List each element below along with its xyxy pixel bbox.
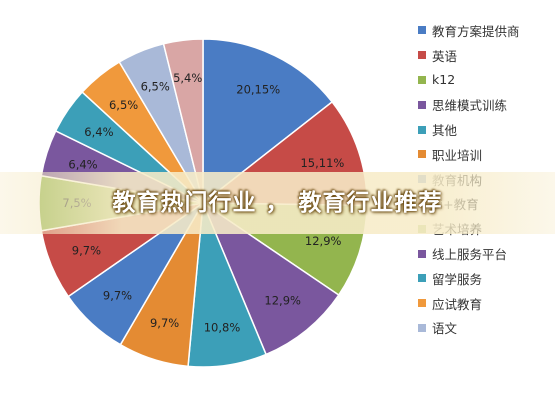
pie-slice-0 [202, 38, 334, 205]
pie-slice-label-12: 6,5% [141, 79, 170, 93]
pie-slice-label-13: 5,4% [173, 71, 202, 85]
pie-slice-label-6: 9,7% [103, 289, 132, 303]
legend-label: 其他 [432, 123, 458, 139]
legend-item-12: 语文 [418, 316, 553, 341]
legend-swatch [418, 75, 426, 84]
pie-slice-label-11: 6,5% [109, 98, 138, 112]
pie-slice-13 [162, 38, 204, 204]
legend-swatch [418, 299, 426, 308]
banner-title: 教育热门行业 ， 教育行业推荐 [112, 190, 443, 216]
legend-item-11: 应试教育 [418, 291, 553, 316]
legend-item-0: 教育方案提供商 [418, 18, 553, 43]
pie-slice-label-4: 10,8% [204, 321, 241, 335]
legend-swatch [418, 323, 426, 332]
legend-item-2: k12 [418, 68, 553, 93]
legend-label: 语文 [432, 321, 458, 337]
legend-label: 英语 [432, 48, 458, 64]
legend-item-4: 其他 [418, 117, 553, 142]
legend-item-1: 英语 [418, 43, 553, 68]
legend-item-3: 思维模式训练 [418, 92, 553, 117]
legend-label: k12 [432, 72, 456, 88]
legend-label: 思维模式训练 [432, 98, 508, 114]
legend-item-5: 职业培训 [418, 142, 553, 167]
legend-swatch [418, 51, 426, 60]
title-banner [0, 172, 555, 234]
legend-item-9: 线上服务平台 [418, 241, 553, 266]
pie-slice-label-7: 9,7% [72, 244, 101, 258]
pie-slice-label-5: 9,7% [150, 316, 179, 330]
pie-slice-label-2: 12,9% [305, 234, 342, 248]
legend-swatch [418, 26, 426, 35]
legend-swatch [418, 249, 426, 258]
legend-swatch [418, 100, 426, 109]
legend-swatch [418, 274, 426, 283]
legend-label: 教育方案提供商 [432, 23, 520, 39]
legend-label: 职业培训 [432, 147, 483, 163]
pie-slice-label-9: 6,4% [68, 157, 97, 171]
legend-item-10: 留学服务 [418, 266, 553, 291]
legend-swatch [418, 150, 426, 159]
legend-label: 留学服务 [432, 271, 483, 287]
legend-label: 应试教育 [432, 296, 483, 312]
pie-slice-label-0: 20,15% [236, 83, 280, 97]
legend-label: 线上服务平台 [432, 247, 508, 263]
legend-swatch [418, 125, 426, 134]
pie-slice-label-1: 15,11% [300, 156, 344, 170]
pie-slice-label-3: 12,9% [264, 294, 301, 308]
pie-slice-label-10: 6,4% [84, 125, 113, 139]
pie-slice-3 [201, 200, 340, 356]
